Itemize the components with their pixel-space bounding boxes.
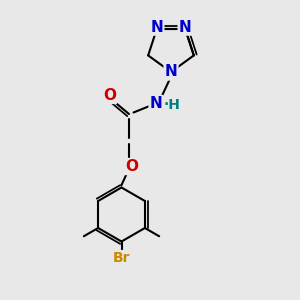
Text: ·H: ·H	[164, 98, 180, 112]
Text: O: O	[103, 88, 116, 103]
Text: N: N	[151, 20, 163, 34]
Text: Br: Br	[113, 251, 130, 265]
Text: N: N	[150, 96, 162, 111]
Text: N: N	[165, 64, 177, 80]
Text: N: N	[179, 20, 191, 34]
Text: O: O	[125, 159, 138, 174]
